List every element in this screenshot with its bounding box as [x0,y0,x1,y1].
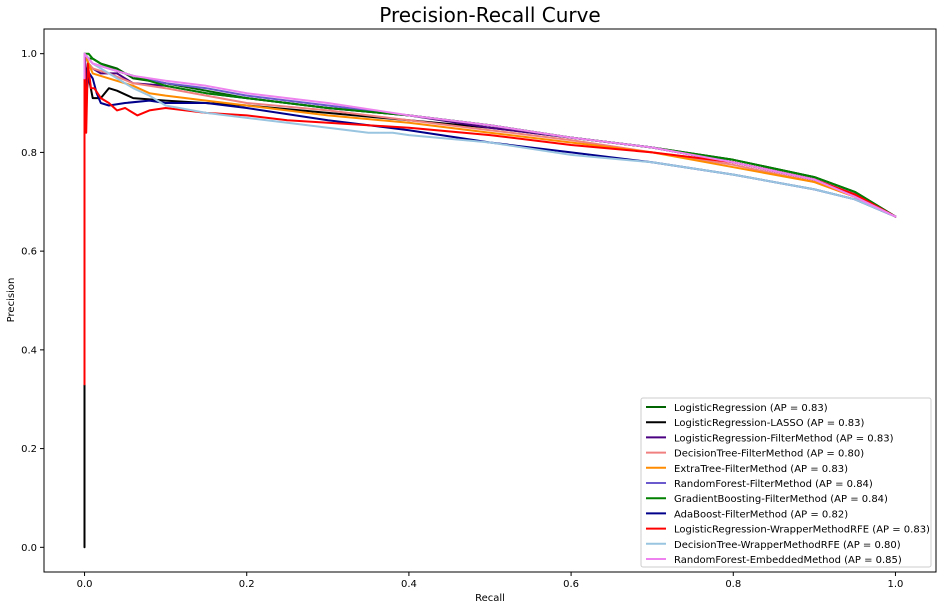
series-layer [83,52,897,549]
y-axis-ticks: 0.0 0.2 0.4 0.6 0.8 1.0 [21,49,44,554]
legend-box [640,397,932,568]
legend-label: LogisticRegression (AP = 0.83) [674,403,828,414]
y-tick-label: 1.0 [21,49,37,60]
x-tick-label: 0.0 [77,579,93,590]
series-line [83,52,897,386]
x-axis-ticks: 0.0 0.2 0.4 0.6 0.8 1.0 [77,572,904,590]
x-tick-label: 1.0 [888,579,904,590]
series-line [83,52,897,218]
series-line [83,52,897,218]
x-tick-label: 0.8 [725,579,741,590]
y-tick-label: 0.6 [21,247,37,258]
chart-title: Precision-Recall Curve [379,3,600,27]
series-line [83,52,897,218]
y-axis-label: Precision [6,278,17,323]
legend-label: AdaBoost-FilterMethod (AP = 0.82) [674,509,848,520]
legend-items: LogisticRegression (AP = 0.83) LogisticRe… [646,403,930,566]
legend-label: LogisticRegression-LASSO (AP = 0.83) [674,418,865,429]
series-line [83,52,897,218]
legend-label: LogisticRegression-FilterMethod (AP = 0.… [674,433,894,444]
legend-label: RandomForest-FilterMethod (AP = 0.84) [674,479,873,490]
x-tick-label: 0.4 [401,579,417,590]
legend-label: DecisionTree-FilterMethod (AP = 0.80) [674,449,864,460]
legend-label: RandomForest-EmbeddedMethod (AP = 0.85) [674,555,902,566]
legend-label: DecisionTree-WrapperMethodRFE (AP = 0.80… [674,540,901,551]
y-tick-label: 0.4 [21,345,37,356]
x-tick-label: 0.6 [563,579,579,590]
legend-label: GradientBoosting-FilterMethod (AP = 0.84… [674,494,888,505]
x-tick-label: 0.2 [239,579,255,590]
legend-label: ExtraTree-FilterMethod (AP = 0.83) [674,464,848,475]
y-tick-label: 0.2 [21,444,37,455]
x-axis-label: Recall [475,593,505,604]
legend-label: LogisticRegression-WrapperMethodRFE (AP … [674,525,930,536]
y-tick-label: 0.0 [21,543,37,554]
series-line [83,52,897,218]
legend: LogisticRegression (AP = 0.83) LogisticRe… [640,397,932,568]
y-tick-label: 0.8 [21,148,37,159]
